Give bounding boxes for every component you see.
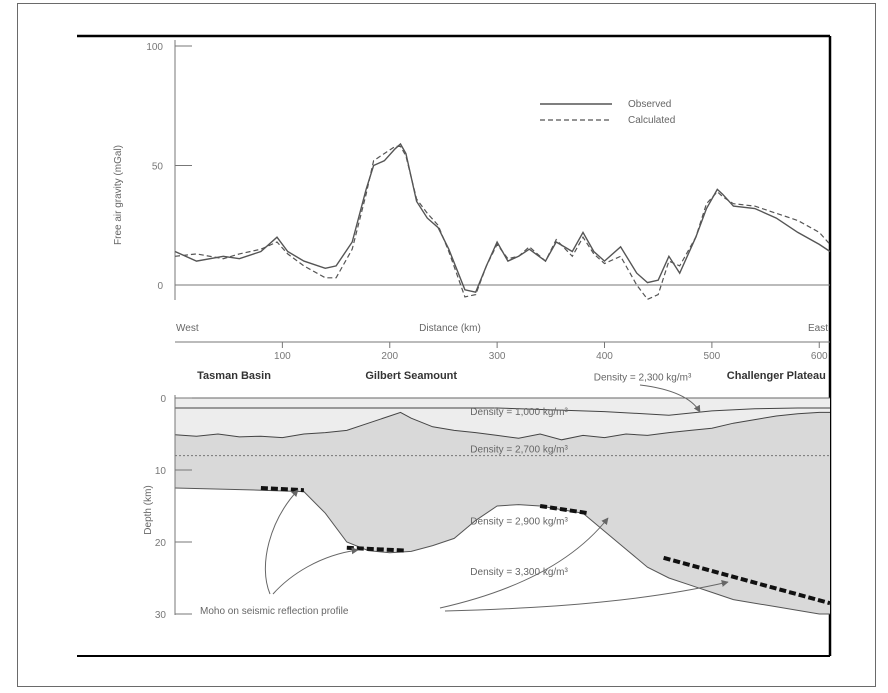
distance-x-tick-label: 600 <box>811 351 828 362</box>
distance-axis-label: Distance (km) <box>419 323 481 334</box>
seafloor-line <box>174 411 830 441</box>
legend-label-calculated: Calculated <box>628 115 675 126</box>
gravity-y-axis-label: Free air gravity (mGal) <box>113 145 124 245</box>
density-label: Density = 1,000 kg/m³ <box>470 407 568 418</box>
region-label: Tasman Basin <box>197 370 271 382</box>
arrow-to-moho-1 <box>264 489 299 595</box>
depth-y-tick-label: 30 <box>155 610 167 621</box>
distance-x-tick-label: 200 <box>381 351 398 362</box>
distance-x-tick-label: 500 <box>704 351 721 362</box>
density-label: Density = 2,900 kg/m³ <box>470 516 568 527</box>
east-label: East <box>808 323 828 334</box>
density-label: Density = 2,300 kg/m³ <box>594 372 692 383</box>
legend-label-observed: Observed <box>628 99 671 110</box>
sediment-boundary-line <box>175 407 830 416</box>
density-label: Density = 3,300 kg/m³ <box>470 567 568 578</box>
series-line-calculated <box>174 145 831 301</box>
moho-annotation-arrows <box>264 384 729 612</box>
gravity-y-tick-label: 100 <box>146 42 163 53</box>
depth-panel: 0 10 20 30 Depth (km) Tasman Basin Gilbert S… <box>143 370 831 621</box>
arrow-to-moho-4 <box>444 580 729 612</box>
distance-x-tick-label: 400 <box>596 351 613 362</box>
region-label: Challenger Plateau <box>727 370 826 382</box>
distance-x-tick-label: 300 <box>489 351 506 362</box>
gravity-series <box>174 142 831 301</box>
series-line-observed <box>174 142 831 294</box>
gravity-legend: Observed Calculated <box>540 99 675 126</box>
region-labels: Tasman Basin Gilbert Seamount Challenger P… <box>197 370 826 382</box>
figure-frame <box>17 3 876 687</box>
gravity-y-tick-label: 50 <box>152 162 164 173</box>
moho-annotation-label: Moho on seismic reflection profile <box>200 606 349 617</box>
region-label: Gilbert Seamount <box>365 370 457 382</box>
depth-y-axis-label: Depth (km) <box>143 485 154 534</box>
depth-y-ticks: 0 10 20 30 <box>155 394 192 621</box>
gravity-y-ticks: 100 50 0 <box>146 42 192 292</box>
crust-layer-fill <box>175 412 830 614</box>
density-label: Density = 2,700 kg/m³ <box>470 444 568 455</box>
moho-seismic-segment <box>539 504 589 516</box>
density-labels: Density = 1,000 kg/m³ Density = 2,300 kg/… <box>470 372 692 577</box>
west-label: West <box>176 323 199 334</box>
distance-x-ticks: 100 200 300 400 500 600 <box>274 342 828 362</box>
arrow-to-moho-3 <box>439 517 609 609</box>
depth-y-tick-label: 0 <box>160 394 166 405</box>
depth-y-tick-label: 20 <box>155 538 167 549</box>
depth-y-tick-label: 10 <box>155 466 167 477</box>
arrow-to-sediment <box>639 384 701 413</box>
distance-x-tick-label: 100 <box>274 351 291 362</box>
gravity-y-tick-label: 0 <box>157 281 163 292</box>
arrow-to-moho-2 <box>272 547 359 595</box>
moho-seismic-segment <box>663 555 831 606</box>
